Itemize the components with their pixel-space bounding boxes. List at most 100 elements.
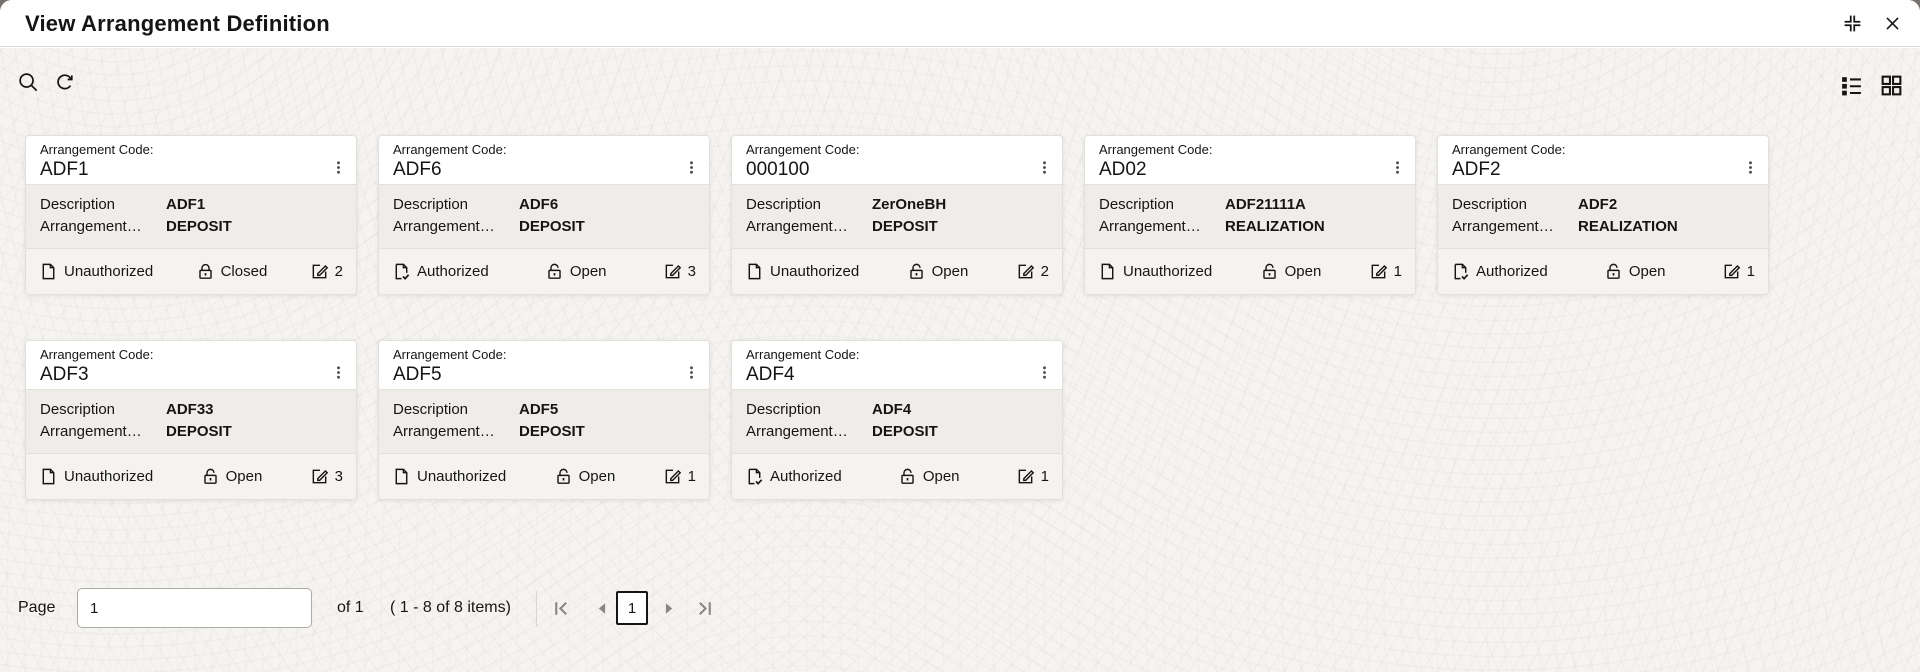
card-000100[interactable]: Arrangement Code: 000100 Description ZerO… bbox=[731, 135, 1063, 295]
card-details: Description ADF6 Arrangement… DEPOSIT bbox=[379, 184, 709, 248]
edit-icon bbox=[663, 262, 682, 281]
record-status-label: Open bbox=[225, 468, 263, 485]
record-status-label: Open bbox=[922, 468, 960, 485]
card-adf6[interactable]: Arrangement Code: ADF6 Description ADF6 A… bbox=[378, 135, 710, 295]
grid-view-icon[interactable] bbox=[1877, 71, 1906, 100]
card-footer: Unauthorized Open 1 bbox=[379, 453, 709, 499]
page-title: View Arrangement Definition bbox=[25, 11, 330, 36]
card-adf1[interactable]: Arrangement Code: ADF1 Description ADF1 A… bbox=[25, 135, 357, 295]
auth-status-label: Unauthorized bbox=[770, 263, 860, 280]
card-header: Arrangement Code: 000100 bbox=[732, 136, 1062, 184]
card-details: Description ADF33 Arrangement… DEPOSIT bbox=[26, 389, 356, 453]
auth-status: Unauthorized bbox=[1098, 262, 1212, 281]
page-label: Page bbox=[18, 599, 56, 616]
edit-count-value: 1 bbox=[1393, 263, 1402, 280]
record-status: Open bbox=[201, 467, 263, 486]
description-value: ADF4 bbox=[872, 401, 912, 418]
card-menu-icon[interactable] bbox=[329, 158, 348, 177]
record-status: Open bbox=[898, 467, 960, 486]
edit-count-value: 2 bbox=[1040, 263, 1049, 280]
edit-icon bbox=[1016, 467, 1035, 486]
description-label: Description bbox=[393, 196, 469, 213]
edit-count: 1 bbox=[1016, 467, 1049, 486]
collapse-icon[interactable] bbox=[1840, 11, 1865, 36]
card-details: Description ADF4 Arrangement… DEPOSIT bbox=[732, 389, 1062, 453]
edit-icon bbox=[310, 467, 329, 486]
card-header: Arrangement Code: ADF1 bbox=[26, 136, 356, 184]
auth-status-label: Unauthorized bbox=[64, 468, 154, 485]
record-status: Open bbox=[1260, 262, 1321, 281]
card-adf5[interactable]: Arrangement Code: ADF5 Description ADF5 A… bbox=[378, 340, 710, 500]
arrangement-code-value: ADF2 bbox=[1452, 159, 1501, 180]
page-number-input[interactable] bbox=[77, 588, 312, 628]
edit-count: 1 bbox=[663, 467, 696, 486]
authorized-doc-check-icon bbox=[745, 467, 764, 486]
card-ad02[interactable]: Arrangement Code: AD02 Description ADF211… bbox=[1084, 135, 1416, 295]
arrangement-type-label: Arrangement… bbox=[393, 218, 495, 235]
close-icon[interactable] bbox=[1881, 12, 1904, 35]
pagination-divider bbox=[536, 591, 537, 627]
description-value: ADF6 bbox=[519, 196, 559, 213]
lock-open-icon bbox=[898, 467, 917, 486]
auth-status: Unauthorized bbox=[745, 262, 859, 281]
card-footer: Unauthorized Closed 2 bbox=[26, 248, 356, 294]
edit-icon bbox=[1016, 262, 1035, 281]
record-status-label: Open bbox=[578, 468, 616, 485]
arrangement-code-label: Arrangement Code: bbox=[40, 347, 154, 362]
arrangement-code-value: ADF1 bbox=[40, 159, 89, 180]
last-page-icon[interactable] bbox=[694, 598, 715, 619]
card-header: Arrangement Code: ADF3 bbox=[26, 341, 356, 389]
first-page-icon[interactable] bbox=[551, 598, 572, 619]
card-adf2[interactable]: Arrangement Code: ADF2 Description ADF2 A… bbox=[1437, 135, 1769, 295]
arrangement-code-label: Arrangement Code: bbox=[393, 142, 507, 157]
edit-count: 1 bbox=[1369, 262, 1402, 281]
record-status-label: Open bbox=[931, 263, 969, 280]
card-menu-icon[interactable] bbox=[1035, 363, 1054, 382]
edit-icon bbox=[663, 467, 682, 486]
edit-icon bbox=[1369, 262, 1388, 281]
record-status: Open bbox=[907, 262, 969, 281]
next-page-icon[interactable] bbox=[658, 598, 679, 619]
card-menu-icon[interactable] bbox=[329, 363, 348, 382]
record-status-label: Closed bbox=[220, 263, 268, 280]
description-label: Description bbox=[40, 401, 116, 418]
edit-count-value: 3 bbox=[687, 263, 696, 280]
list-view-icon[interactable] bbox=[1837, 71, 1866, 100]
card-header: Arrangement Code: ADF4 bbox=[732, 341, 1062, 389]
card-menu-icon[interactable] bbox=[682, 158, 701, 177]
card-menu-icon[interactable] bbox=[682, 363, 701, 382]
unauthorized-doc-icon bbox=[392, 467, 411, 486]
previous-page-icon[interactable] bbox=[592, 598, 613, 619]
lock-open-icon bbox=[545, 262, 564, 281]
arrangement-code-label: Arrangement Code: bbox=[393, 347, 507, 362]
card-footer: Unauthorized Open 2 bbox=[732, 248, 1062, 294]
edit-count: 3 bbox=[310, 467, 343, 486]
description-label: Description bbox=[1452, 196, 1528, 213]
current-page-button[interactable]: 1 bbox=[616, 591, 648, 625]
card-menu-icon[interactable] bbox=[1741, 158, 1760, 177]
auth-status-label: Unauthorized bbox=[417, 468, 507, 485]
auth-status: Authorized bbox=[392, 262, 489, 281]
card-header: Arrangement Code: ADF2 bbox=[1438, 136, 1768, 184]
arrangement-code-label: Arrangement Code: bbox=[1099, 142, 1213, 157]
arrangement-code-label: Arrangement Code: bbox=[746, 142, 860, 157]
card-adf4[interactable]: Arrangement Code: ADF4 Description ADF4 A… bbox=[731, 340, 1063, 500]
lock-open-icon bbox=[1260, 262, 1279, 281]
arrangement-code-value: AD02 bbox=[1099, 159, 1147, 180]
card-menu-icon[interactable] bbox=[1035, 158, 1054, 177]
edit-count: 1 bbox=[1722, 262, 1755, 281]
arrangement-code-value: ADF3 bbox=[40, 364, 89, 385]
card-adf3[interactable]: Arrangement Code: ADF3 Description ADF33 … bbox=[25, 340, 357, 500]
auth-status-label: Unauthorized bbox=[64, 263, 154, 280]
edit-count: 3 bbox=[663, 262, 696, 281]
card-menu-icon[interactable] bbox=[1388, 158, 1407, 177]
card-footer: Authorized Open 1 bbox=[1438, 248, 1768, 294]
card-header: Arrangement Code: ADF5 bbox=[379, 341, 709, 389]
titlebar: View Arrangement Definition bbox=[0, 0, 1920, 47]
unauthorized-doc-icon bbox=[745, 262, 764, 281]
refresh-icon[interactable] bbox=[51, 69, 78, 96]
edit-count: 2 bbox=[1016, 262, 1049, 281]
search-icon[interactable] bbox=[15, 69, 42, 96]
card-details: Description ADF5 Arrangement… DEPOSIT bbox=[379, 389, 709, 453]
